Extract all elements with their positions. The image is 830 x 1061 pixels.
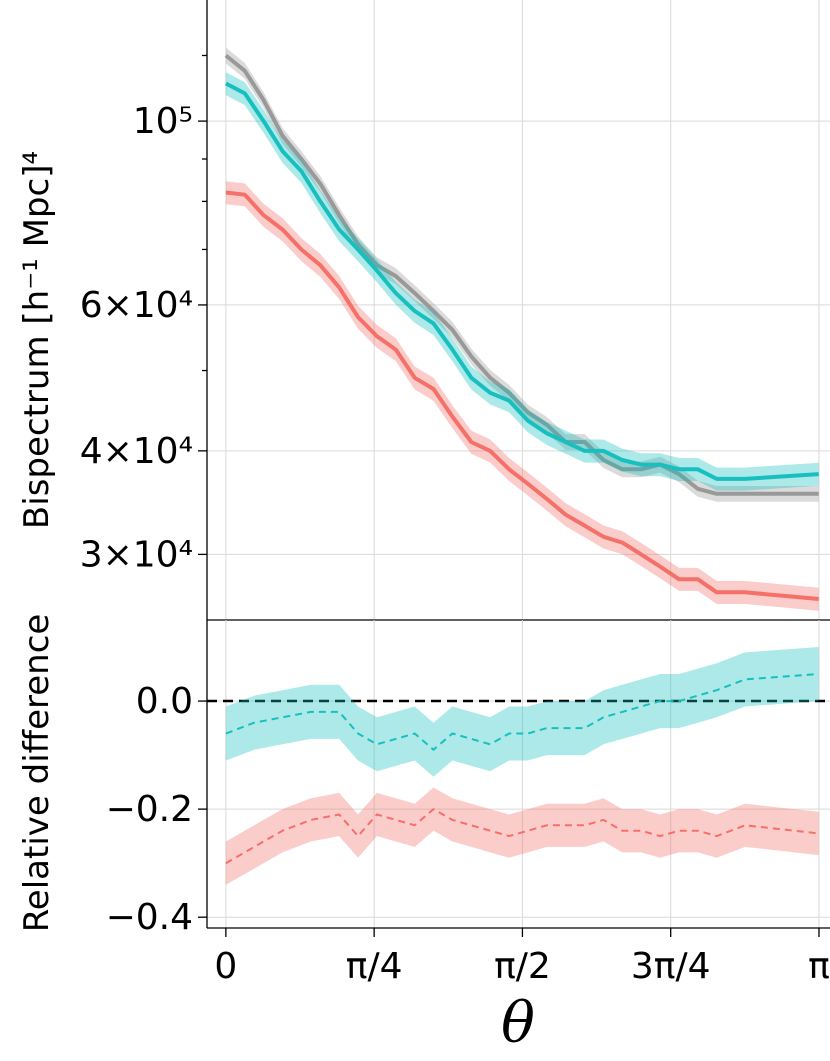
bottom-band-red	[225, 787, 819, 885]
top-ytick-label: 4×10⁴	[80, 431, 193, 472]
top-line-teal	[224, 81, 819, 481]
x-axis-label: θ	[501, 991, 535, 1056]
bottom-band-teal	[225, 647, 819, 777]
xtick-label: 3π/4	[631, 946, 711, 987]
top-ylabel: Bispectrum [h⁻¹ Mpc]⁴	[17, 151, 57, 529]
bottom-ytick-label: −0.4	[106, 897, 193, 938]
xtick-label: 0	[214, 946, 237, 987]
bottom-line-teal	[225, 673, 819, 751]
bottom-ylabel: Relative difference	[17, 614, 57, 933]
bottom-panel: 0 π/4 π/2 3π/4 π 0.0 −0.2 −0.4	[106, 620, 830, 987]
bottom-ytick-label: −0.2	[106, 789, 193, 830]
bottom-line-red	[225, 808, 819, 865]
xtick-label: π/4	[346, 946, 403, 987]
xtick-label: π/2	[494, 946, 551, 987]
top-ytick-label: 3×10⁴	[80, 534, 193, 575]
top-band-red	[225, 181, 819, 611]
top-panel: 10⁵ 6×10⁴ 4×10⁴ 3×10⁴	[80, 0, 830, 621]
top-line-red	[225, 190, 819, 601]
xtick-label: π	[808, 946, 830, 987]
top-band-grey	[225, 47, 819, 502]
top-ytick-label: 10⁵	[133, 101, 193, 142]
top-ytick-label: 6×10⁴	[80, 285, 193, 326]
bottom-ytick-label: 0.0	[136, 681, 193, 722]
top-band-teal	[225, 72, 819, 491]
